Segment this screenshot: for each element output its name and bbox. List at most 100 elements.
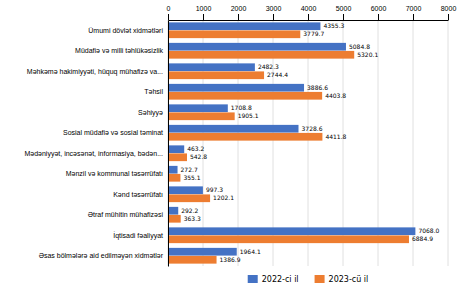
tick: 4000 bbox=[301, 5, 317, 20]
data-label: 4411.8 bbox=[325, 133, 346, 140]
tick-label: Ətraf mühitin mühafizəsi bbox=[88, 211, 164, 218]
bar bbox=[168, 227, 415, 235]
grid bbox=[168, 20, 448, 266]
data-label: 3728.6 bbox=[302, 125, 323, 132]
tick-mark bbox=[448, 14, 449, 20]
legend: 2022-ci il2023-cü il bbox=[248, 275, 369, 284]
data-label: 997.3 bbox=[206, 186, 223, 193]
data-label: 463.2 bbox=[187, 145, 204, 152]
data-label: 1386.9 bbox=[220, 256, 241, 263]
data-label: 5320.1 bbox=[357, 51, 378, 58]
tick-label: 1000 bbox=[196, 5, 212, 12]
x-axis: 0 1000 2000 3000 4000 5000 6000 7000 8000 bbox=[167, 5, 457, 21]
bar bbox=[168, 174, 180, 182]
data-label: 272.7 bbox=[181, 166, 198, 173]
bar bbox=[168, 125, 299, 133]
tick-mark bbox=[308, 14, 309, 20]
tick: 5000 bbox=[336, 5, 352, 20]
tick-label: 7000 bbox=[406, 5, 422, 12]
tick: Mənzil və kommunal təsərrüfatı bbox=[66, 170, 168, 177]
tick-label: Sosial müdafiə və sosial təminat bbox=[63, 129, 163, 136]
tick-mark bbox=[378, 14, 379, 20]
tick: Ətraf mühitin mühafizəsi bbox=[88, 211, 168, 218]
tick-label: Səhiyyə bbox=[138, 108, 163, 116]
tick: 6000 bbox=[371, 5, 387, 20]
tick: Məhkəmə hakimiyyəti, hüquq mühafizə va..… bbox=[27, 67, 168, 75]
tick: Sosial müdafiə və sosial təminat bbox=[63, 129, 168, 136]
data-label: 542.8 bbox=[190, 153, 207, 160]
tick-label: 8000 bbox=[441, 5, 457, 12]
bar bbox=[168, 112, 235, 120]
tick-mark bbox=[238, 14, 239, 20]
tick-label: 4000 bbox=[301, 5, 317, 12]
tick: 3000 bbox=[266, 5, 282, 20]
legend-label: 2022-ci il bbox=[262, 275, 299, 284]
data-label: 355.1 bbox=[183, 174, 200, 181]
tick-label: Ümumi dövlət xidmətləri bbox=[88, 26, 163, 33]
axis-domain bbox=[168, 21, 169, 267]
tick-label: 2000 bbox=[231, 5, 247, 12]
bar bbox=[168, 166, 178, 174]
bar bbox=[168, 186, 203, 194]
bar bbox=[168, 215, 181, 223]
data-label: 5084.8 bbox=[349, 43, 370, 50]
data-label: 3886.6 bbox=[307, 84, 328, 91]
bars bbox=[168, 22, 415, 263]
bar bbox=[168, 104, 228, 112]
bar bbox=[168, 133, 322, 141]
bar bbox=[168, 207, 178, 215]
bar bbox=[168, 153, 187, 161]
chart: 4355.35084.82482.33886.61708.83728.6463.… bbox=[0, 0, 474, 290]
bar bbox=[168, 63, 255, 71]
bar bbox=[168, 22, 320, 30]
data-label: 3779.7 bbox=[303, 30, 324, 37]
data-label: 2482.3 bbox=[258, 63, 279, 70]
data-label: 7068.0 bbox=[418, 227, 439, 234]
tick-mark bbox=[273, 14, 274, 20]
bar bbox=[168, 194, 210, 202]
data-label: 4403.8 bbox=[325, 92, 346, 99]
tick-mark bbox=[168, 14, 169, 20]
plot: 4355.35084.82482.33886.61708.83728.6463.… bbox=[24, 5, 456, 267]
data-label: 6884.9 bbox=[412, 235, 433, 242]
data-label: 292.2 bbox=[181, 207, 198, 214]
tick: İqtisadi fəaliyyat bbox=[113, 230, 168, 239]
bar bbox=[168, 92, 322, 100]
tick: 0 bbox=[167, 5, 171, 20]
data-label: 4355.3 bbox=[323, 22, 344, 29]
tick-label: 5000 bbox=[336, 5, 352, 12]
bar bbox=[168, 145, 184, 153]
bar bbox=[168, 43, 346, 51]
tick-label: Əsas bölmələrə aid edilməyən xidmətlər bbox=[39, 252, 164, 260]
tick-label: 0 bbox=[167, 5, 171, 12]
bar bbox=[168, 248, 237, 256]
tick: Müdafiə və milli təhlükəsizlik bbox=[75, 47, 168, 54]
tick: 8000 bbox=[441, 5, 457, 20]
data-label: 1905.1 bbox=[238, 112, 259, 119]
tick-label: 6000 bbox=[371, 5, 387, 12]
data-label: 363.3 bbox=[184, 215, 201, 222]
y-axis: Ümumi dövlət xidmətləri Müdafiə və milli … bbox=[24, 21, 168, 267]
data-label: 1964.1 bbox=[240, 248, 261, 255]
data-labels: 4355.35084.82482.33886.61708.83728.6463.… bbox=[181, 22, 440, 263]
data-label: 1202.1 bbox=[213, 194, 234, 201]
tick-label: Mədəniyyət, incəsənət, informasiya, bədə… bbox=[24, 149, 163, 157]
tick-label: Müdafiə və milli təhlükəsizlik bbox=[75, 47, 163, 54]
bar bbox=[168, 51, 354, 59]
tick-label: Kənd təsərrüfatı bbox=[113, 190, 163, 197]
tick-label: Təhsil bbox=[144, 88, 163, 95]
tick-label: İqtisadi fəaliyyat bbox=[113, 230, 163, 239]
data-label: 2744.4 bbox=[267, 71, 288, 78]
grid-line bbox=[448, 20, 449, 266]
tick: Əsas bölmələrə aid edilməyən xidmətlər bbox=[39, 252, 168, 260]
tick-mark bbox=[343, 14, 344, 20]
tick-label: 3000 bbox=[266, 5, 282, 12]
bar bbox=[168, 30, 300, 38]
bar bbox=[168, 84, 304, 92]
tick: Təhsil bbox=[144, 88, 168, 95]
bar bbox=[168, 256, 217, 264]
bar bbox=[168, 71, 264, 79]
bar bbox=[168, 235, 409, 243]
axis-domain bbox=[169, 20, 449, 21]
legend-swatch bbox=[315, 275, 325, 283]
